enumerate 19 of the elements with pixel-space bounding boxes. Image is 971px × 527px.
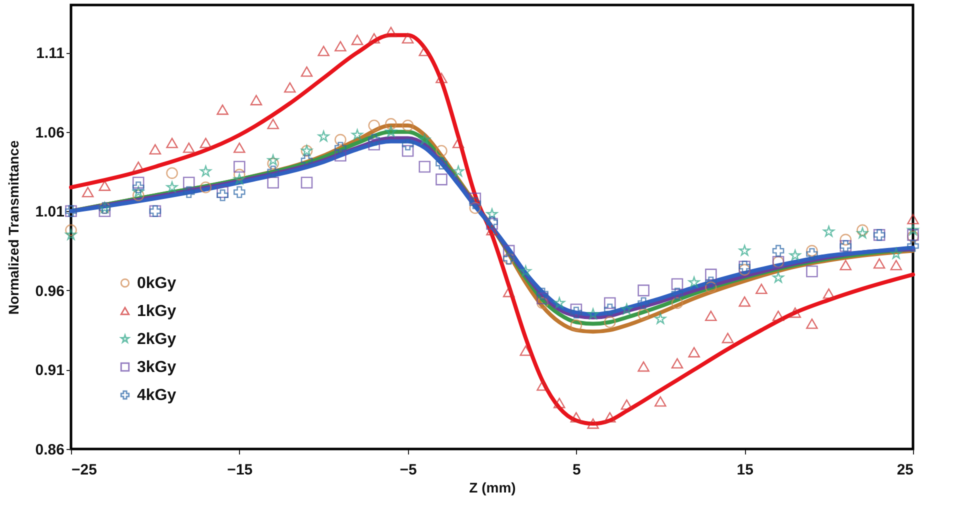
x-axis-title: Z (mm): [469, 480, 516, 496]
x-tick-label: 25: [896, 462, 914, 478]
y-tick-label: 1.06: [35, 124, 64, 142]
y-tick-label: 0.96: [35, 282, 64, 300]
legend-label: 3kGy: [137, 359, 176, 376]
x-tick-label: 5: [572, 462, 581, 478]
x-tick-label: 15: [736, 462, 754, 478]
y-tick-label: 0.91: [35, 362, 64, 380]
x-tick-label: −25: [72, 462, 97, 478]
y-tick-label: 1.01: [35, 204, 64, 221]
x-tick-label: −5: [400, 462, 417, 478]
legend-label: 0kGy: [137, 275, 176, 292]
y-tick-label: 0.86: [35, 442, 64, 458]
legend-label: 2kGy: [137, 331, 176, 348]
y-tick-label: 1.11: [36, 45, 64, 62]
legend-label: 4kGy: [137, 387, 176, 404]
x-tick-label: −15: [227, 462, 253, 478]
legend-label: 1kGy: [137, 303, 176, 320]
y-axis-title: Normalized Transmittance: [5, 140, 22, 315]
